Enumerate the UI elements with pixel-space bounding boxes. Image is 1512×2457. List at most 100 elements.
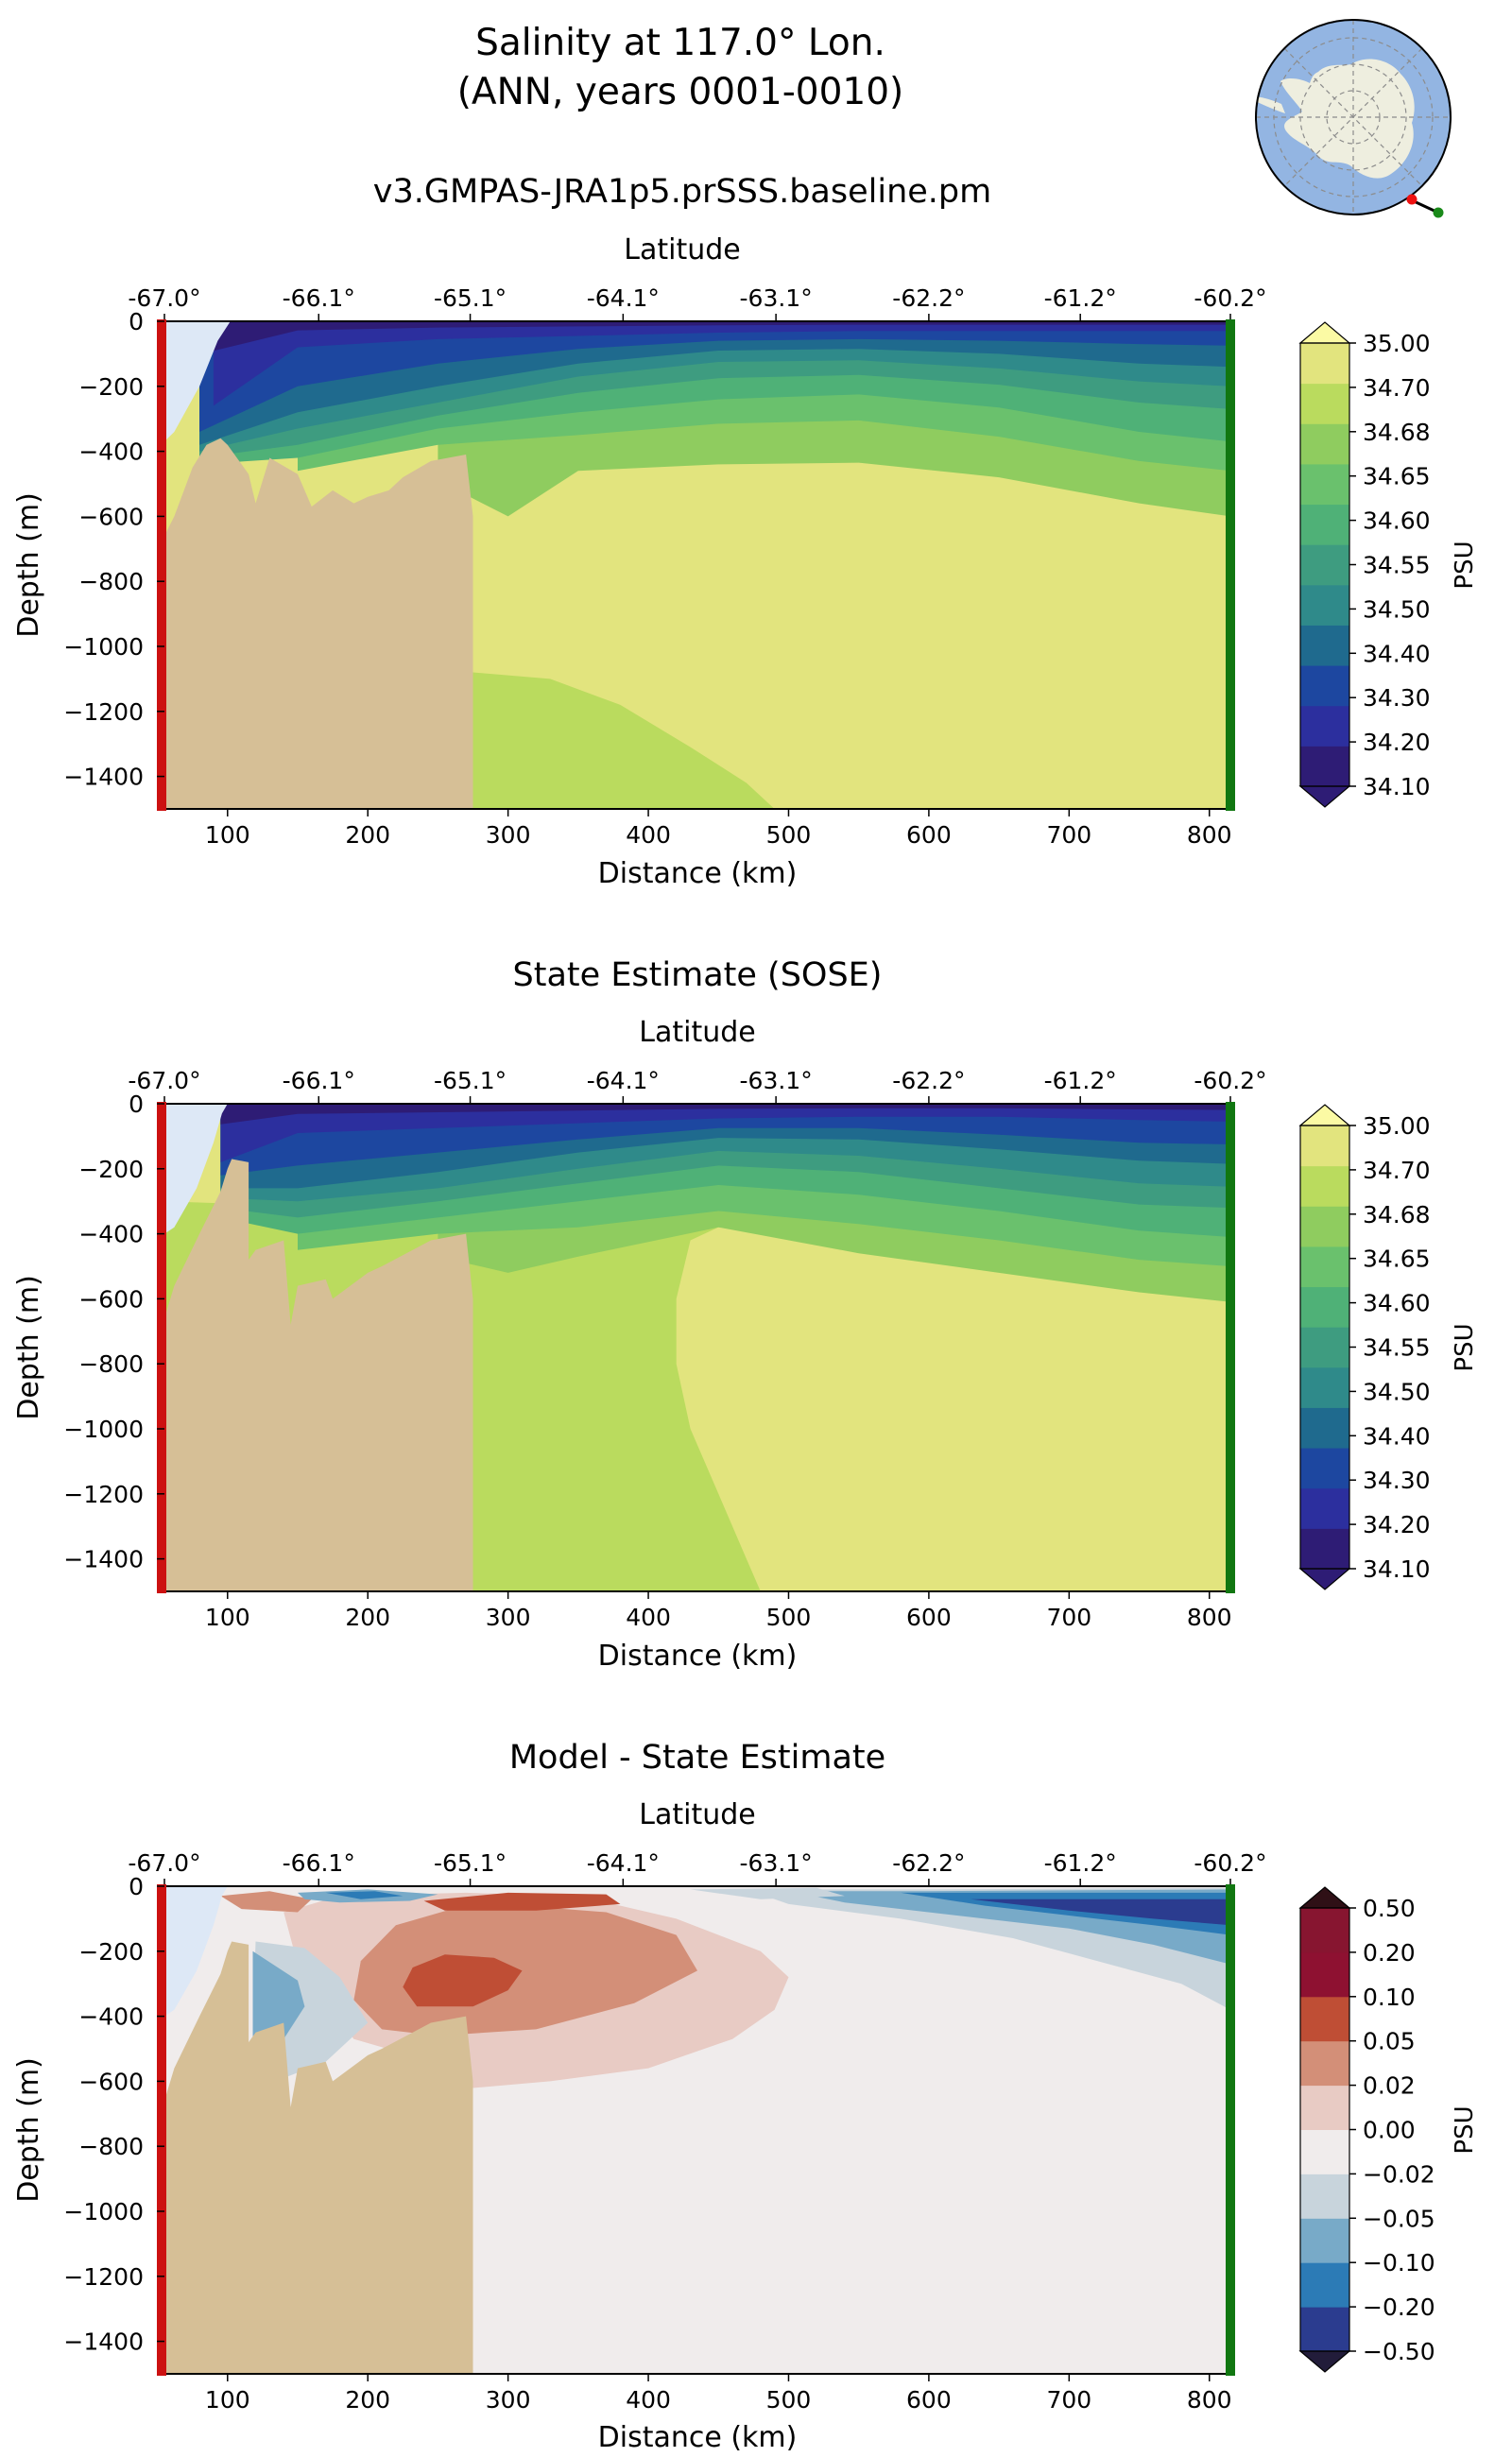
x-tick-label: 200 [345,821,390,849]
x-tick-label: 600 [906,1604,952,1631]
lat-tick-label: -60.2° [1194,1849,1266,1877]
colorbar-tick-label: 34.50 [1363,1378,1431,1405]
colorbar-segment [1300,1246,1349,1288]
figure-title-line2: (ANN, years 0001-0010) [457,71,904,113]
panel-model-lat-ticks: -67.0° -66.1° -65.1° -64.1° -63.1° -62.2° -61.… [128,284,1267,321]
lat-tick-label: -67.0° [128,1067,200,1094]
colorbar-tick-label: 34.40 [1363,640,1431,667]
colorbar-segment [1300,1366,1349,1408]
panel-sose-lat-label: Latitude [639,1016,755,1049]
colorbar-tick-label: 35.00 [1363,330,1431,357]
seafloor-land [164,438,473,809]
colorbar-segment [1300,2085,1349,2130]
panel-model-xlabel: Distance (km) [598,857,798,890]
panel-diff-xlabel: Distance (km) [598,2421,798,2454]
colorbar-segment [1300,705,1349,747]
colorbar-extend-min [1298,785,1351,808]
x-tick-label: 200 [345,2386,390,2414]
colorbar-tick-label: 34.60 [1363,1290,1431,1317]
y-tick-label: −200 [78,1938,144,1966]
colorbar-tick-label: 0.02 [1363,2072,1416,2100]
panel-model-start-bar [157,319,166,811]
lat-tick-label: -63.1° [740,1067,813,1094]
y-tick-label: −600 [78,503,144,530]
colorbar-tick-label: 34.55 [1363,552,1431,579]
panel-sose-colorbar: 34.10 34.20 34.30 34.40 34.50 34.55 34.60 34.65… [1298,1104,1431,1590]
x-tick-label: 300 [486,2386,531,2414]
lat-tick-label: -62.2° [892,1849,965,1877]
colorbar-segment [1300,2174,1349,2219]
y-tick-label: 0 [129,1873,144,1900]
colorbar-tick-label: 0.50 [1363,1895,1416,1922]
lat-tick-label: -62.2° [892,1067,965,1094]
panel-diff-y-ticks: 0 −200 −400 −600 −800 −1000 −1200 −1400 [63,1873,164,2356]
x-tick-label: 400 [626,821,671,849]
lat-tick-label: -60.2° [1194,1067,1266,1094]
panel-model-y-ticks: 0 −200 −400 −600 −800 −1000 −1200 −1400 [63,308,164,791]
colorbar-segment [1300,383,1349,424]
colorbar-tick-label: 35.00 [1363,1112,1431,1140]
colorbar-segment [1300,1487,1349,1529]
y-tick-label: −200 [78,373,144,401]
colorbar-segment [1300,1286,1349,1328]
y-tick-label: −1200 [63,2263,144,2291]
colorbar-segment [1300,1407,1349,1449]
panel-sose: State Estimate (SOSE) Latitude -67.0° -66… [12,956,1479,1673]
y-tick-label: 0 [129,1091,144,1118]
panel-model-lat-label: Latitude [624,233,740,266]
x-tick-label: 500 [766,821,812,849]
x-tick-label: 600 [906,821,952,849]
colorbar-extend-max [1298,321,1351,344]
lat-tick-label: -63.1° [740,1849,813,1877]
colorbar-tick-label: −0.20 [1363,2294,1435,2321]
colorbar-tick-label: 34.70 [1363,374,1431,402]
panel-model-title: v3.GMPAS-JRA1p5.prSSS.baseline.pm [373,173,992,211]
x-tick-label: 200 [345,1604,390,1631]
anomaly-region-12 [971,1899,1230,1926]
y-tick-label: −600 [78,2068,144,2095]
colorbar-extend-min [1298,1568,1351,1590]
panel-diff-x-ticks: 100 200 300 400 500 600 700 800 [205,2374,1232,2414]
lat-tick-label: -66.1° [283,284,355,312]
ice-shelf-cavity [164,1104,228,1234]
lat-tick-label: -64.1° [587,1067,660,1094]
y-tick-label: −1200 [63,698,144,726]
panel-diff-ylabel: Depth (m) [12,2057,45,2203]
inset-antarctica [1280,59,1415,179]
colorbar-tick-label: 34.50 [1363,595,1431,623]
salinity-band-34.2 [220,1104,1230,1162]
colorbar-segment [1300,463,1349,506]
colorbar-tick-label: 34.60 [1363,507,1431,535]
colorbar-tick-label: 0.10 [1363,1984,1416,2011]
transect-end-marker [1433,207,1444,218]
lat-tick-label: -62.2° [892,284,965,312]
panel-sose-end-bar [1226,1102,1235,1593]
panel-sose-y-ticks: 0 −200 −400 −600 −800 −1000 −1200 −1400 [63,1091,164,1573]
panel-diff: Model - State Estimate Latitude -67.0° -6… [12,1739,1479,2454]
salinity-band-34.3 [199,321,1230,432]
colorbar-tick-label: −0.05 [1363,2205,1435,2232]
panel-model-x-ticks: 100 200 300 400 500 600 700 800 [205,809,1232,849]
colorbar-segment [1300,2040,1349,2087]
y-tick-label: −400 [78,1221,144,1248]
anomaly-region-2 [403,1954,523,2007]
y-tick-label: −1400 [63,2328,144,2356]
colorbar-extend-min [1298,2350,1351,2373]
y-tick-label: −1000 [63,633,144,661]
panel-sose-ylabel: Depth (m) [12,1275,45,1420]
panel-sose-cbar-label: PSU [1451,1323,1479,1371]
panel-sose-x-ticks: 100 200 300 400 500 600 700 800 [205,1591,1232,1631]
colorbar-tick-label: 34.65 [1363,463,1431,490]
x-tick-label: 500 [766,1604,812,1631]
x-tick-label: 400 [626,2386,671,2414]
lat-tick-label: -60.2° [1194,284,1266,312]
y-tick-label: −600 [78,1285,144,1313]
panel-diff-start-bar [157,1884,166,2376]
colorbar-tick-label: 34.20 [1363,1511,1431,1538]
x-tick-label: 300 [486,1604,531,1631]
colorbar-segment [1300,2129,1349,2174]
panel-diff-colorbar: −0.50 −0.20 −0.10 −0.05 −0.02 0.00 0.02 0.05 0.1… [1298,1886,1435,2373]
y-tick-label: −400 [78,438,144,466]
colorbar-extend-max [1298,1104,1351,1126]
y-tick-label: −800 [78,1350,144,1378]
